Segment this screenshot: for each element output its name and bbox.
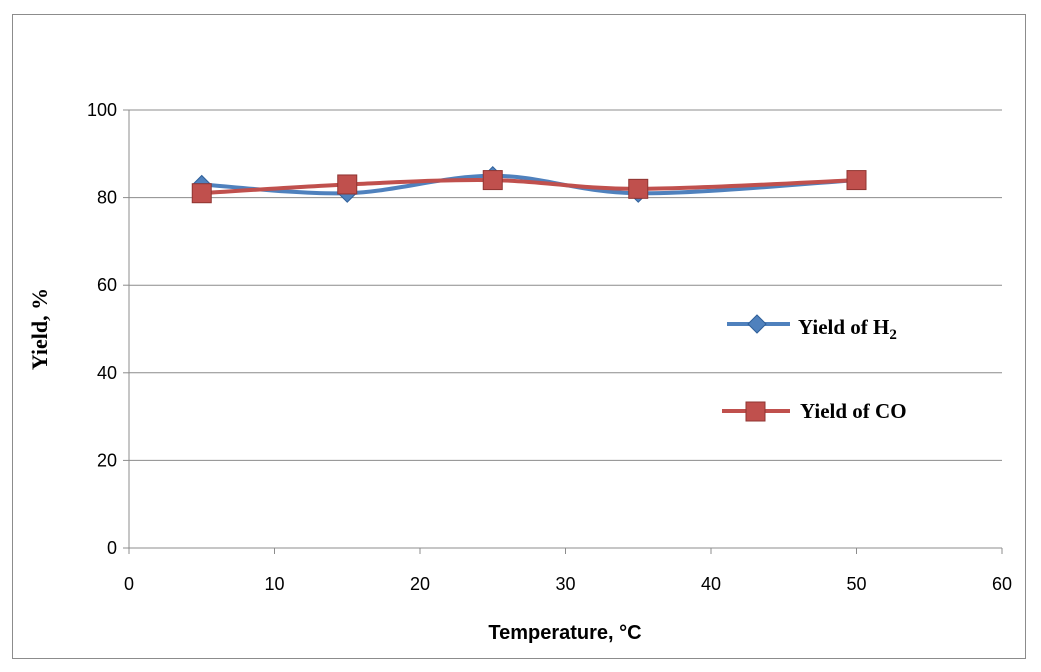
legend: Yield of H2 Yield of CO xyxy=(722,314,907,423)
x-tick-label: 60 xyxy=(992,574,1012,594)
data-point-square xyxy=(191,183,212,204)
x-tick-label: 10 xyxy=(264,574,284,594)
square-marker-icon xyxy=(745,401,766,422)
y-tick-label: 60 xyxy=(97,275,117,295)
diamond-marker-icon xyxy=(747,314,767,334)
gridlines xyxy=(129,109,1002,461)
axes xyxy=(123,109,1003,554)
data-point-square xyxy=(337,174,358,195)
x-tick-label: 20 xyxy=(410,574,430,594)
data-point-square xyxy=(846,170,867,191)
legend-item-h2: Yield of H2 xyxy=(727,314,897,343)
y-tick-label: 20 xyxy=(97,450,117,470)
y-tick-label: 40 xyxy=(97,363,117,383)
data-point-square xyxy=(482,170,503,191)
x-tick-labels: 0 10 20 30 40 50 60 xyxy=(124,574,1012,594)
legend-label-h2: Yield of H2 xyxy=(798,315,897,343)
series-co xyxy=(191,170,867,204)
legend-item-co: Yield of CO xyxy=(722,399,907,423)
x-tick-label: 0 xyxy=(124,574,134,594)
y-tick-labels: 0 20 40 60 80 100 xyxy=(87,100,117,558)
series-lines xyxy=(191,165,867,204)
x-axis-title: Temperature, °C xyxy=(488,622,641,644)
y-tick-label: 0 xyxy=(107,538,117,558)
legend-label-co: Yield of CO xyxy=(800,399,907,423)
data-point-square xyxy=(628,178,649,199)
x-tick-label: 50 xyxy=(846,574,866,594)
x-tick-label: 40 xyxy=(701,574,721,594)
x-tick-label: 30 xyxy=(555,574,575,594)
y-tick-label: 100 xyxy=(87,100,117,120)
y-axis-title: Yield, % xyxy=(27,288,52,370)
y-tick-label: 80 xyxy=(97,188,117,208)
